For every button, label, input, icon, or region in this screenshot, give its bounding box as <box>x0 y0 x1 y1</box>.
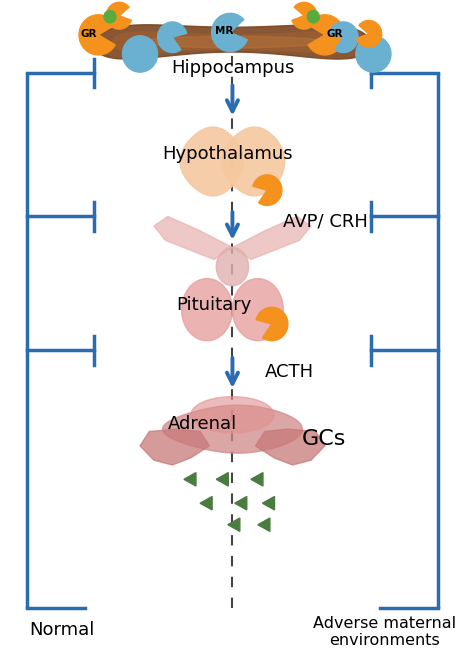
Circle shape <box>104 10 116 23</box>
Polygon shape <box>255 429 325 465</box>
Wedge shape <box>308 15 344 55</box>
Text: GR: GR <box>327 29 343 39</box>
Ellipse shape <box>216 247 249 286</box>
Polygon shape <box>251 473 263 486</box>
Polygon shape <box>184 473 196 486</box>
Wedge shape <box>79 15 115 55</box>
Polygon shape <box>112 32 353 52</box>
Circle shape <box>307 10 319 23</box>
Wedge shape <box>356 20 382 47</box>
Wedge shape <box>212 13 247 52</box>
Text: Hypothalamus: Hypothalamus <box>163 146 293 163</box>
Wedge shape <box>292 3 317 29</box>
Polygon shape <box>182 279 232 341</box>
Circle shape <box>122 36 157 72</box>
Polygon shape <box>235 496 247 510</box>
Polygon shape <box>191 396 274 433</box>
Polygon shape <box>140 429 210 465</box>
Wedge shape <box>253 175 282 206</box>
Polygon shape <box>232 279 283 341</box>
Text: Pituitary: Pituitary <box>176 296 252 314</box>
Text: MR: MR <box>215 27 233 37</box>
Text: GR: GR <box>80 29 97 39</box>
Polygon shape <box>180 127 243 196</box>
Text: GCs: GCs <box>302 428 346 449</box>
Text: Adrenal: Adrenal <box>168 415 237 434</box>
Text: Hippocampus: Hippocampus <box>171 59 294 77</box>
Text: AVP/ CRH: AVP/ CRH <box>283 212 368 231</box>
Polygon shape <box>258 518 270 532</box>
Text: ACTH: ACTH <box>265 363 314 381</box>
Polygon shape <box>222 127 285 196</box>
Polygon shape <box>232 216 311 259</box>
Polygon shape <box>216 473 228 486</box>
Polygon shape <box>154 216 232 259</box>
Polygon shape <box>163 405 302 453</box>
Polygon shape <box>263 496 274 510</box>
Wedge shape <box>329 22 358 52</box>
Text: Adverse maternal
environments: Adverse maternal environments <box>313 616 456 648</box>
Wedge shape <box>157 22 187 52</box>
Circle shape <box>356 36 391 72</box>
Text: Normal: Normal <box>29 621 94 639</box>
Wedge shape <box>256 308 288 341</box>
Polygon shape <box>140 37 325 48</box>
Polygon shape <box>200 496 212 510</box>
Wedge shape <box>106 3 131 29</box>
Polygon shape <box>228 518 240 532</box>
Polygon shape <box>94 25 371 59</box>
